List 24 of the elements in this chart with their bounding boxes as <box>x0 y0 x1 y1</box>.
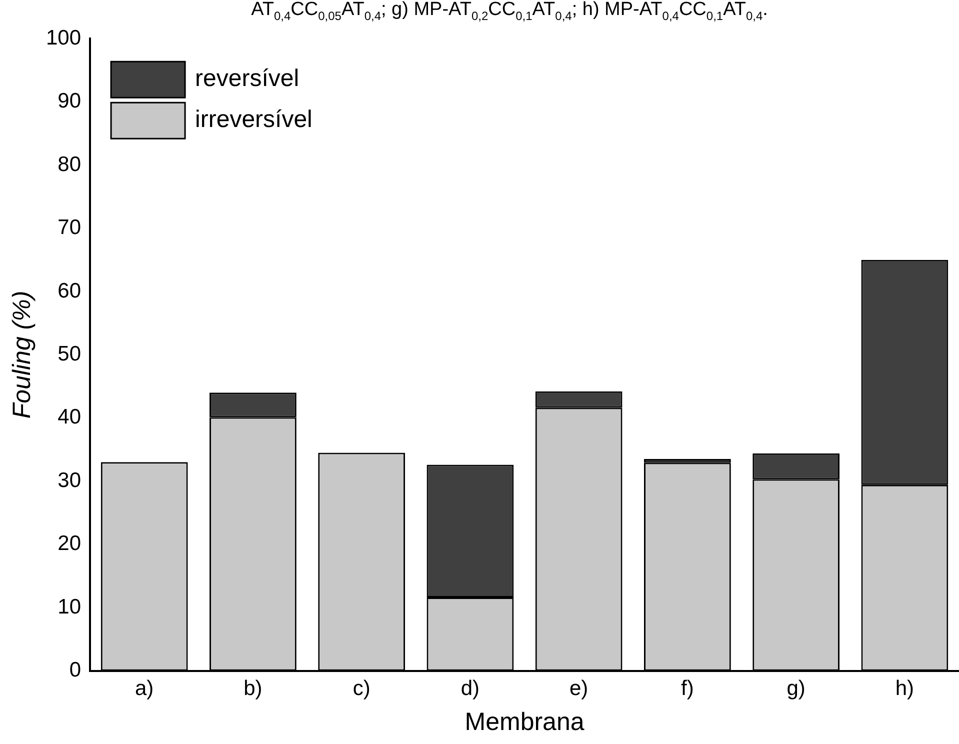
y-tick-label: 10 <box>58 595 82 618</box>
x-tick-label: c) <box>352 677 370 700</box>
y-tick-label: 80 <box>58 152 82 176</box>
legend-label: irreversível <box>195 106 312 134</box>
x-tick-label: h) <box>895 677 914 700</box>
y-tick-label: 90 <box>58 90 82 113</box>
y-tick-label: 0 <box>69 658 82 682</box>
y-tick-label: 70 <box>58 216 82 240</box>
x-tick-label: a) <box>135 677 154 700</box>
y-tick-label: 60 <box>58 279 82 302</box>
y-tick-label: 100 <box>46 26 82 50</box>
y-tick-label: 50 <box>58 342 82 366</box>
y-axis-title: Fouling (%) <box>8 290 36 419</box>
y-tick-label: 20 <box>58 532 82 556</box>
x-tick-label: f) <box>681 677 694 700</box>
y-tick-label: 30 <box>58 468 82 492</box>
legend-label: reversível <box>195 65 300 92</box>
x-tick-label: d) <box>460 677 480 700</box>
x-tick-label: e) <box>569 677 588 700</box>
y-tick-label: 40 <box>58 406 82 429</box>
text: AT$_{0,4}$CC$_{0,05}$AT$_{0,4}$; g) MP-AT$_{0,2}$CC$_{0,1}$AT$_{0,4}$; h) MP-AT$_{0,4}$CC$_{0,1}$AT$_{0,4}$. <box>251 0 768 23</box>
x-tick-label: g) <box>786 677 806 700</box>
x-axis-title: Membrana <box>464 708 584 736</box>
x-tick-label: b) <box>244 677 262 700</box>
